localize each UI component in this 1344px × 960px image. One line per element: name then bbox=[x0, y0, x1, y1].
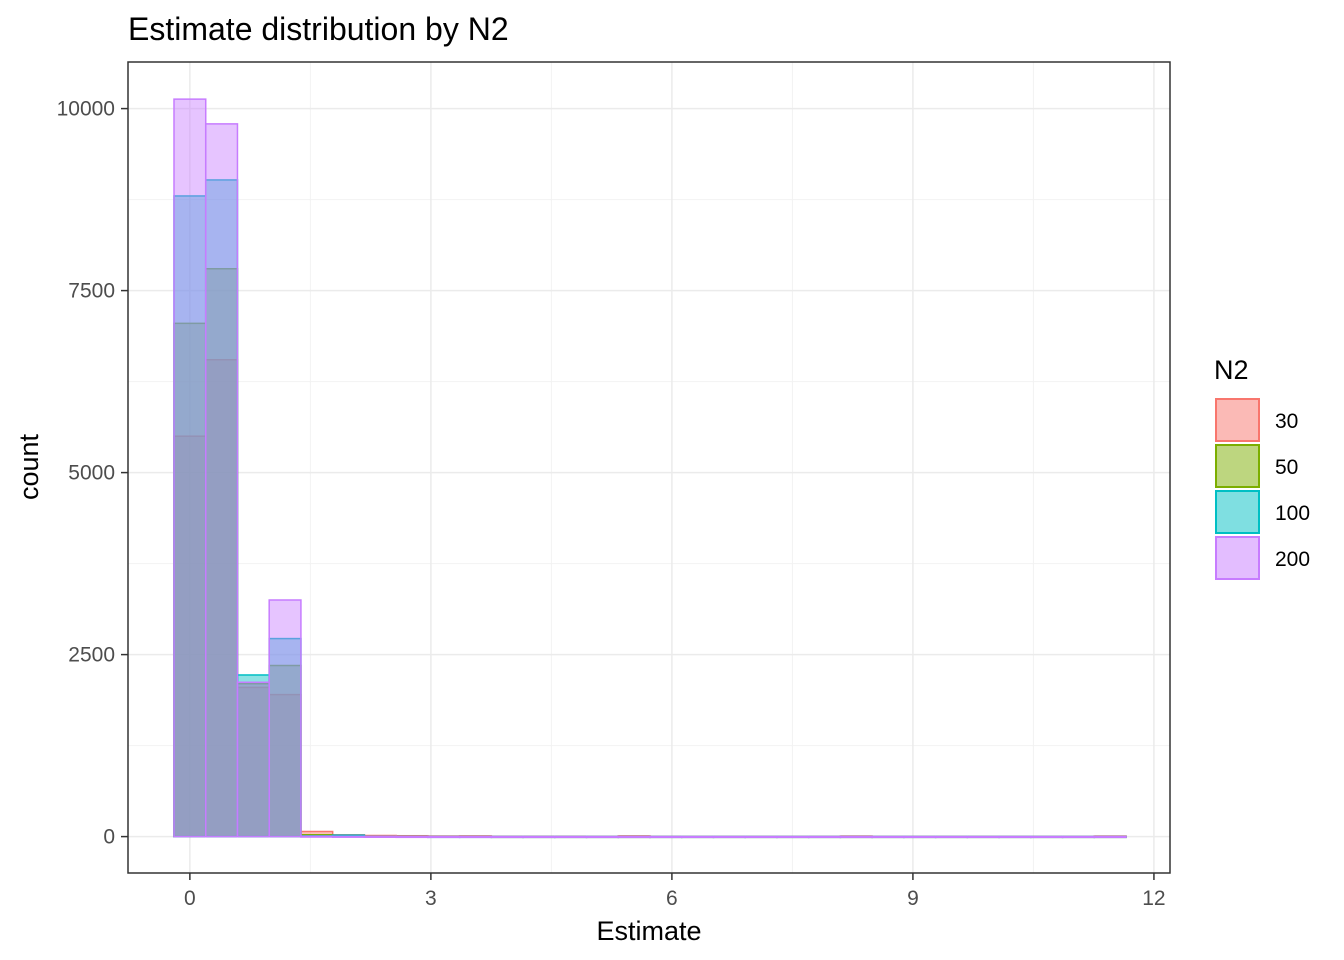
y-tick-label: 7500 bbox=[68, 280, 115, 303]
bar bbox=[363, 835, 397, 839]
bar bbox=[173, 195, 207, 838]
bar bbox=[236, 686, 270, 838]
bar bbox=[1030, 835, 1064, 839]
legend-title: N2 bbox=[1214, 355, 1249, 385]
legend-item-30: 30 bbox=[1215, 398, 1298, 442]
bar bbox=[839, 835, 873, 839]
legend-item-50: 50 bbox=[1215, 444, 1298, 488]
legend-key bbox=[1215, 444, 1260, 488]
y-tick-label: 10000 bbox=[57, 98, 115, 121]
legend-item-100: 100 bbox=[1215, 490, 1310, 534]
x-tick-label: 3 bbox=[425, 887, 437, 910]
bar bbox=[680, 835, 715, 839]
bar bbox=[649, 835, 683, 839]
panel-border bbox=[127, 61, 1171, 874]
bar bbox=[331, 835, 366, 838]
bar bbox=[934, 835, 969, 839]
bar bbox=[1093, 835, 1127, 839]
bar bbox=[300, 835, 334, 838]
bar bbox=[585, 835, 620, 839]
x-tick-label: 0 bbox=[184, 887, 196, 910]
x-tick-label: 6 bbox=[666, 887, 678, 910]
bar bbox=[204, 179, 239, 838]
bar bbox=[236, 681, 270, 838]
legend-key bbox=[1215, 536, 1260, 580]
bar bbox=[427, 835, 461, 839]
legend-key bbox=[1215, 490, 1260, 534]
bar bbox=[903, 835, 937, 839]
x-tick-label: 9 bbox=[907, 887, 919, 910]
bar bbox=[458, 835, 493, 839]
bar bbox=[554, 835, 588, 839]
chart-title: Estimate distribution by N2 bbox=[128, 11, 509, 47]
y-tick-label: 5000 bbox=[68, 462, 115, 485]
bar bbox=[966, 835, 1000, 839]
y-axis: 0 2500 5000 7500 10000 bbox=[57, 98, 128, 849]
bar bbox=[268, 599, 302, 838]
y-tick-label: 2500 bbox=[68, 644, 115, 667]
bar bbox=[204, 268, 239, 838]
bar bbox=[395, 835, 429, 839]
legend-key bbox=[1215, 398, 1260, 442]
bar bbox=[173, 322, 207, 838]
bar bbox=[204, 123, 239, 838]
bar bbox=[871, 835, 905, 839]
x-tick-label: 12 bbox=[1142, 887, 1165, 910]
legend: N2 30 50 100 200 bbox=[1214, 355, 1310, 580]
legend-label: 200 bbox=[1275, 548, 1310, 571]
bar bbox=[998, 835, 1032, 839]
x-axis-title: Estimate bbox=[596, 916, 701, 946]
bar bbox=[776, 835, 810, 839]
bar bbox=[173, 98, 207, 838]
bar bbox=[807, 835, 842, 839]
bar bbox=[490, 835, 524, 839]
histogram-bars bbox=[173, 98, 1127, 839]
legend-label: 30 bbox=[1275, 410, 1298, 433]
x-axis: 0 3 6 9 12 bbox=[184, 873, 1166, 910]
y-tick-label: 0 bbox=[103, 826, 115, 849]
bar bbox=[617, 835, 651, 839]
y-axis-title: count bbox=[14, 433, 44, 500]
series-200 bbox=[173, 98, 1127, 839]
bar bbox=[744, 835, 778, 839]
bar bbox=[268, 693, 302, 838]
bar bbox=[522, 835, 556, 839]
legend-item-200: 200 bbox=[1215, 536, 1310, 580]
legend-label: 100 bbox=[1275, 502, 1310, 525]
plot-panel bbox=[127, 61, 1171, 874]
legend-label: 50 bbox=[1275, 456, 1298, 479]
bar bbox=[712, 835, 746, 839]
bar bbox=[1061, 835, 1096, 839]
